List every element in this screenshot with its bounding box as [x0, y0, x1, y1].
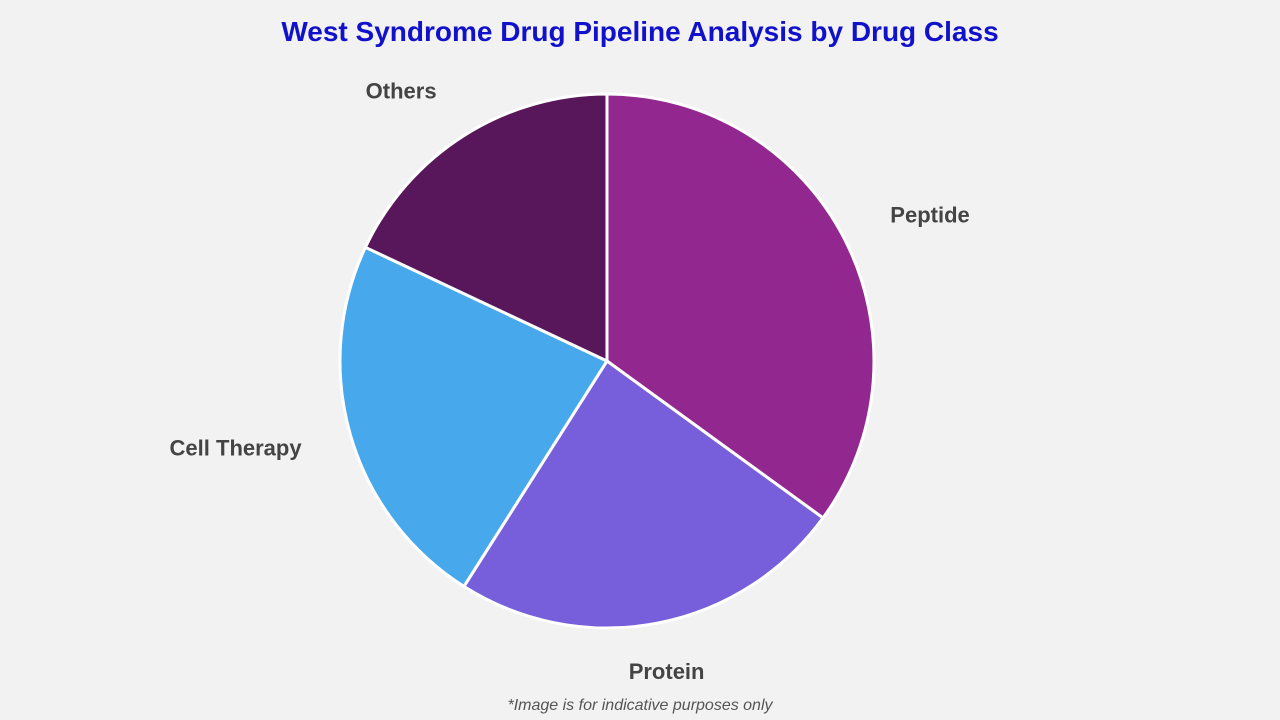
disclaimer-footnote: *Image is for indicative purposes only — [507, 697, 773, 714]
chart-title: West Syndrome Drug Pipeline Analysis by … — [281, 16, 999, 47]
pie-labels: Peptide Protein Cell Therapy Others — [170, 78, 970, 684]
pie-slices — [338, 92, 876, 630]
pie-slice-protein — [462, 359, 825, 630]
slice-label-cell-therapy: Cell Therapy — [170, 436, 303, 461]
slice-label-protein: Protein — [629, 659, 705, 684]
pie-slice-peptide — [605, 92, 876, 520]
slice-label-peptide: Peptide — [890, 202, 969, 227]
slice-label-others: Others — [366, 78, 437, 103]
pie-slice-cell-therapy — [338, 245, 609, 588]
pie-slice-others — [363, 92, 609, 363]
